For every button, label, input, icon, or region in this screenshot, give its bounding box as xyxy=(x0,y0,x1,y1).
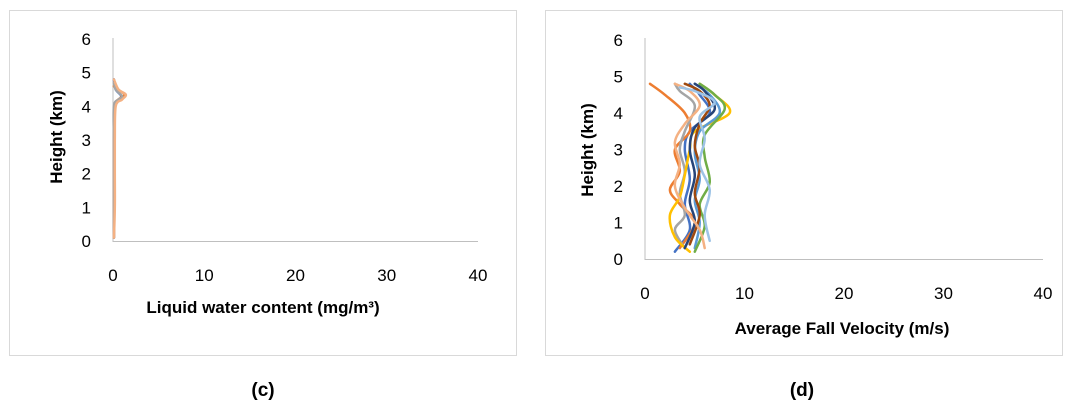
series-line-3 xyxy=(673,82,697,250)
y-tick-labels: 0 1 2 3 4 5 6 xyxy=(614,31,623,269)
panel-label-c: (c) xyxy=(251,380,274,401)
x-tick-label: 20 xyxy=(286,266,305,285)
y-axis-title: Height (km) xyxy=(578,103,597,197)
y-tick-label: 4 xyxy=(82,97,91,116)
y-tick-label: 6 xyxy=(614,31,623,50)
y-tick-label: 5 xyxy=(614,68,623,87)
y-tick-label: 2 xyxy=(614,177,623,196)
series-lines xyxy=(648,82,732,253)
x-tick-labels: 0 10 20 30 40 xyxy=(640,284,1052,303)
x-tick-label: 10 xyxy=(195,266,214,285)
chart-panel-d: 0 1 2 3 4 5 6 0 10 20 30 40 Height (km) Average Fa… xyxy=(545,10,1063,356)
series-line-4 xyxy=(112,78,128,239)
x-axis-title: Average Fall Velocity (m/s) xyxy=(735,319,950,338)
x-tick-label: 40 xyxy=(469,266,488,285)
y-tick-label: 4 xyxy=(614,104,623,123)
x-tick-label: 10 xyxy=(735,284,754,303)
y-tick-label: 0 xyxy=(614,250,623,269)
y-tick-label: 1 xyxy=(614,214,623,233)
series-line-9 xyxy=(673,82,706,250)
chart-panel-c: 0 1 2 3 4 5 6 0 10 20 30 40 Height (km) Liquid wat… xyxy=(9,10,517,356)
x-tick-label: 30 xyxy=(377,266,396,285)
y-tick-label: 6 xyxy=(82,30,91,49)
x-tick-label: 30 xyxy=(934,284,953,303)
y-tick-label: 0 xyxy=(82,232,91,251)
x-tick-label: 0 xyxy=(640,284,649,303)
series-line-1 xyxy=(673,82,712,253)
series-lines xyxy=(112,78,128,239)
x-tick-label: 40 xyxy=(1034,284,1053,303)
y-tick-label: 3 xyxy=(82,131,91,150)
x-tick-label: 20 xyxy=(835,284,854,303)
y-axis-title: Height (km) xyxy=(47,90,66,184)
y-tick-label: 5 xyxy=(82,64,91,83)
series-line-10 xyxy=(678,86,716,243)
x-tick-labels: 0 10 20 30 40 xyxy=(108,266,487,285)
x-axis-title: Liquid water content (mg/m³) xyxy=(146,298,379,317)
y-tick-labels: 0 1 2 3 4 5 6 xyxy=(82,30,91,251)
y-tick-label: 1 xyxy=(82,198,91,217)
chart-border xyxy=(545,10,1063,356)
y-tick-label: 2 xyxy=(82,165,91,184)
y-tick-label: 3 xyxy=(614,141,623,160)
panel-label-d: (d) xyxy=(790,380,814,401)
chart-border xyxy=(9,10,517,356)
x-tick-label: 0 xyxy=(108,266,117,285)
series-line-4 xyxy=(668,82,732,253)
